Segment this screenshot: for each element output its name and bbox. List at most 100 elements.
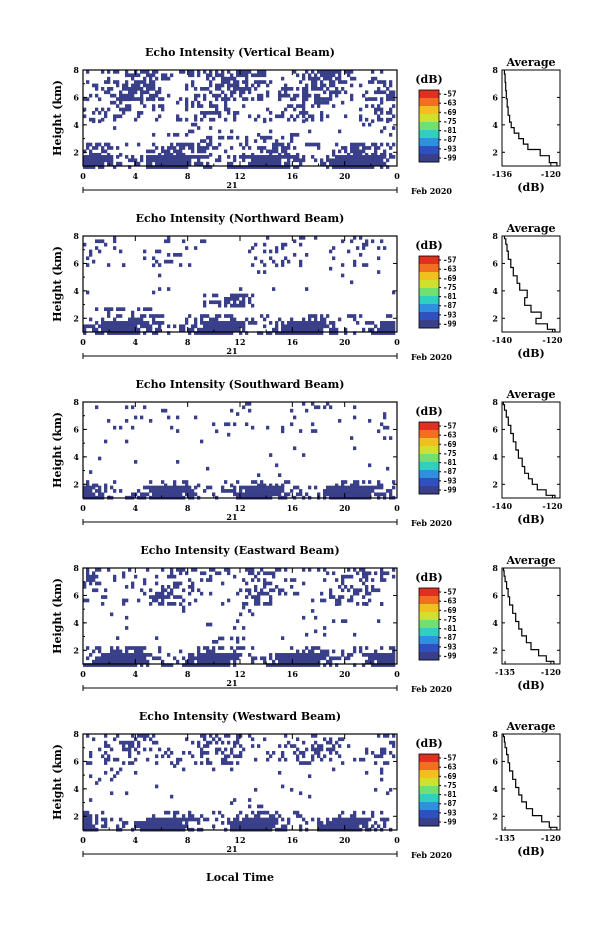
- echo-cell: [164, 595, 168, 599]
- colorbar-tick-label: -57: [443, 588, 457, 597]
- echo-cell: [281, 483, 285, 488]
- echo-cell: [257, 804, 261, 809]
- echo-cell: [287, 321, 291, 325]
- profile-title: Average: [505, 554, 555, 567]
- echo-cell: [251, 480, 255, 484]
- echo-cell: [158, 158, 162, 163]
- echo-cell: [290, 787, 294, 792]
- echo-cell: [104, 653, 108, 657]
- echo-cell: [344, 70, 348, 74]
- echo-cell: [203, 751, 207, 755]
- echo-cell: [341, 158, 345, 163]
- echo-cell: [242, 636, 246, 641]
- colorbar-tick-label: -87: [443, 633, 457, 642]
- colorbar-frame: [418, 753, 440, 827]
- echo-cell: [92, 588, 96, 593]
- echo-cell: [335, 87, 339, 91]
- echo-cell: [203, 149, 207, 154]
- echo-cell: [377, 114, 381, 119]
- colorbar-segment: [419, 280, 439, 289]
- echo-cell: [380, 161, 384, 166]
- echo-cell: [260, 135, 264, 140]
- echo-cell: [380, 747, 384, 752]
- echo-cell: [188, 810, 192, 815]
- echo-cell: [101, 165, 105, 169]
- echo-cell: [260, 588, 264, 593]
- echo-cell: [269, 135, 273, 140]
- echo-cell: [335, 817, 339, 822]
- echo-cell: [236, 646, 240, 650]
- echo-cell: [341, 161, 345, 166]
- echo-cell: [221, 814, 225, 818]
- echo-cell: [206, 740, 210, 745]
- colorbar-segment: [419, 794, 439, 803]
- echo-cell: [275, 485, 279, 490]
- echo-cell: [299, 327, 303, 332]
- echo-cell: [239, 90, 243, 95]
- echo-cell: [266, 810, 270, 815]
- echo-cell: [146, 87, 150, 91]
- echo-cell: [341, 483, 345, 488]
- echo-cell: [83, 114, 87, 119]
- echo-cell: [158, 321, 162, 325]
- echo-cell: [257, 492, 261, 497]
- echo-cell: [302, 158, 306, 163]
- echo-cell: [362, 602, 366, 606]
- echo-cell: [206, 646, 210, 650]
- echo-cell: [185, 97, 189, 102]
- echo-cell: [200, 578, 204, 582]
- echo-cell: [182, 239, 186, 244]
- echo-cell: [185, 107, 189, 112]
- echo-cell: [170, 158, 174, 163]
- echo-cell: [92, 161, 96, 166]
- echo-cell: [149, 327, 153, 332]
- echo-cell: [155, 161, 159, 166]
- echo-cell: [110, 324, 114, 329]
- echo-cell: [218, 83, 222, 88]
- echo-cell: [113, 117, 117, 122]
- echo-cell: [368, 321, 372, 325]
- echo-cell: [113, 489, 117, 493]
- echo-cell: [236, 412, 240, 416]
- echo-cell: [179, 165, 183, 169]
- echo-cell: [380, 165, 384, 169]
- echo-cell: [209, 152, 213, 157]
- echo-cell: [206, 757, 210, 762]
- colorbar-segment: [419, 446, 439, 455]
- echo-cell: [101, 146, 105, 150]
- colorbar-tick-label: -69: [443, 274, 457, 283]
- echo-cell: [365, 104, 369, 108]
- echo-cell: [113, 246, 117, 250]
- echo-cell: [215, 663, 219, 667]
- echo-cell: [353, 259, 357, 264]
- echo-cell: [110, 646, 114, 650]
- echo-cell: [197, 663, 201, 667]
- echo-cell: [341, 821, 345, 825]
- echo-cell: [302, 321, 306, 325]
- echo-cell: [329, 405, 333, 410]
- echo-cell: [392, 126, 396, 130]
- echo-cell: [338, 73, 342, 78]
- echo-cell: [338, 824, 342, 829]
- echo-cell: [377, 656, 381, 661]
- echo-cell: [86, 824, 90, 829]
- echo-cell: [299, 161, 303, 166]
- echo-cell: [281, 489, 285, 493]
- echo-cell: [392, 114, 396, 119]
- echo-cell: [365, 90, 369, 95]
- x-tick-label: 0: [394, 669, 400, 679]
- echo-cell: [356, 602, 360, 606]
- echo-cell: [290, 87, 294, 91]
- echo-cell: [158, 165, 162, 169]
- echo-cell: [296, 73, 300, 78]
- echo-cell: [281, 429, 285, 434]
- echo-cell: [335, 598, 339, 603]
- echo-cell: [302, 663, 306, 667]
- echo-cell: [122, 107, 126, 112]
- echo-cell: [182, 480, 186, 484]
- echo-cell: [212, 317, 216, 322]
- echo-cell: [149, 97, 153, 101]
- echo-cell: [254, 87, 258, 91]
- echo-cell: [344, 656, 348, 661]
- echo-cell: [161, 104, 165, 108]
